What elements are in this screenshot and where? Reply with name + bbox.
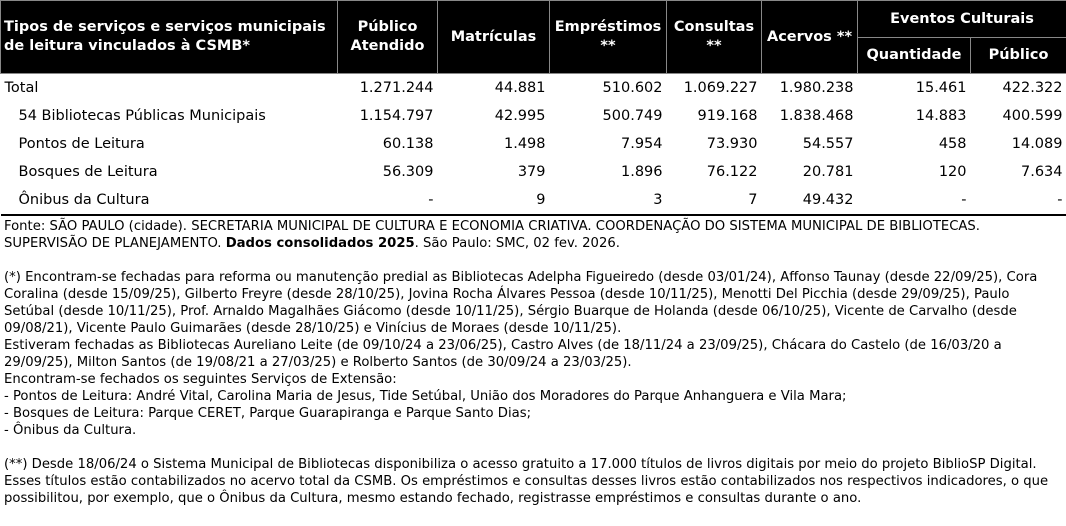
cell-value: 44.881 [494,80,546,96]
table-row: 54 Bibliotecas Públicas Municipais 1.154.… [1,102,1066,130]
cell-value: 49.432 [761,186,858,216]
extension-item: - Pontos de Leitura: André Vital, Caroli… [4,389,847,404]
table-row: Pontos de Leitura 60.138 1.498 7.954 73.930 5… [1,130,1066,158]
cell-value: 400.599 [1002,108,1063,124]
source-text: Fonte: SÃO PAULO (cidade). SECRETARIA MU… [4,219,980,251]
header-consultas: Consultas ** [666,0,762,74]
cell-value: 9 [437,186,550,216]
table-row: Total 1.271.244 44.881 510.602 1.069.227 1.98… [1,74,1066,103]
cell-value: 7.634 [1020,164,1063,180]
header-quantidade: Quantidade [857,37,971,74]
cell-value: 379 [517,164,546,180]
source-note: Fonte: SÃO PAULO (cidade). SECRETARIA MU… [4,218,1063,252]
extension-item: - Ônibus da Cultura. [4,423,137,438]
table-row: Ônibus da Cultura -9 3 7 49.432- - [0,186,1066,216]
cell-value: - [970,186,1066,216]
cell-value: 500.749 [602,108,663,124]
row-label: Total [4,80,39,96]
cell-value: 1.838.468 [779,108,854,124]
cell-value: 1.069.227 [683,80,758,96]
cell-value: 919.168 [697,108,758,124]
extension-title: Encontram-se fechados os seguintes Servi… [4,372,397,387]
cell-value: 510.602 [602,80,663,96]
cell-value: - [337,186,438,216]
digital-note: (**) Desde 18/06/24 o Sistema Municipal … [4,457,1049,506]
cell-value: 60.138 [382,136,434,152]
table-row: Bosques de Leitura 56.309 379 1.896 76.122 20… [1,158,1066,186]
cell-value: 14.883 [915,108,967,124]
notes: Fonte: SÃO PAULO (cidade). SECRETARIA MU… [0,216,1066,507]
cell-value: 3 [549,186,667,216]
header-emprestimos: Empréstimos ** [549,0,667,74]
cell-value: 7 [666,186,762,216]
source-bold: Dados consolidados 2025 [225,236,415,251]
cell-value: 1.980.238 [779,80,854,96]
row-label: 54 Bibliotecas Públicas Municipais [18,108,266,124]
cell-value: 54.557 [802,136,854,152]
closed-note: (*) Encontram-se fechadas para reforma o… [4,270,1038,336]
cell-value: 76.122 [706,164,758,180]
cell-value: 20.781 [802,164,854,180]
row-label: Pontos de Leitura [18,136,145,152]
header-publico-atendido: Público Atendido [337,0,438,74]
source-text-end: . São Paulo: SMC, 02 fev. 2026. [414,236,620,251]
cell-value: 458 [938,136,967,152]
cell-value: 1.154.797 [359,108,434,124]
cell-value: 56.309 [382,164,434,180]
cell-value: 14.089 [1011,136,1063,152]
extension-item: - Bosques de Leitura: Parque CERET, Parq… [4,406,532,421]
header-matriculas: Matrículas [437,0,550,74]
row-label: Ônibus da Cultura [0,186,338,216]
cell-value: 1.271.244 [359,80,434,96]
cell-value: - [857,186,971,216]
cell-value: 73.930 [706,136,758,152]
header-eventos-culturais: Eventos Culturais [857,0,1066,38]
were-closed-note: Estiveram fechadas as Bibliotecas Aureli… [4,338,1002,370]
header-publico-eventos: Público [970,37,1066,74]
cell-value: 15.461 [915,80,967,96]
statistics-table: Tipos de serviços e serviços municipais … [0,0,1066,216]
cell-value: 42.995 [494,108,546,124]
header-service-type: Tipos de serviços e serviços municipais … [0,0,338,74]
cell-value: 1.498 [503,136,546,152]
header-acervos: Acervos ** [761,0,858,74]
cell-value: 1.896 [620,164,663,180]
row-label: Bosques de Leitura [18,164,158,180]
cell-value: 120 [938,164,967,180]
cell-value: 7.954 [620,136,663,152]
cell-value: 422.322 [1002,80,1063,96]
